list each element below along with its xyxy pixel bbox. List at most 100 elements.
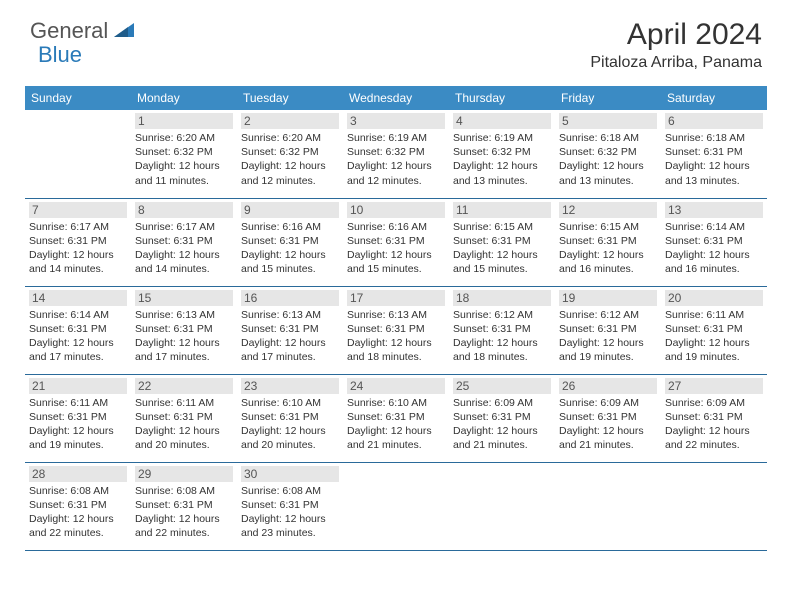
sunrise-text: Sunrise: 6:18 AM bbox=[559, 131, 657, 145]
day-number: 22 bbox=[135, 378, 233, 394]
day-cell: 26Sunrise: 6:09 AMSunset: 6:31 PMDayligh… bbox=[555, 374, 661, 462]
daylight-text-1: Daylight: 12 hours bbox=[665, 248, 763, 262]
daylight-text-1: Daylight: 12 hours bbox=[135, 159, 233, 173]
sunrise-text: Sunrise: 6:16 AM bbox=[241, 220, 339, 234]
daylight-text-1: Daylight: 12 hours bbox=[453, 248, 551, 262]
sunrise-text: Sunrise: 6:13 AM bbox=[347, 308, 445, 322]
daylight-text-2: and 14 minutes. bbox=[29, 262, 127, 276]
day-header-thursday: Thursday bbox=[449, 86, 555, 110]
sunrise-text: Sunrise: 6:17 AM bbox=[135, 220, 233, 234]
sunrise-text: Sunrise: 6:14 AM bbox=[665, 220, 763, 234]
sunset-text: Sunset: 6:31 PM bbox=[29, 234, 127, 248]
sunset-text: Sunset: 6:31 PM bbox=[559, 234, 657, 248]
day-number: 5 bbox=[559, 113, 657, 129]
day-header-monday: Monday bbox=[131, 86, 237, 110]
daylight-text-1: Daylight: 12 hours bbox=[559, 248, 657, 262]
sunset-text: Sunset: 6:32 PM bbox=[347, 145, 445, 159]
day-content: Sunrise: 6:09 AMSunset: 6:31 PMDaylight:… bbox=[559, 396, 657, 453]
sunrise-text: Sunrise: 6:14 AM bbox=[29, 308, 127, 322]
location: Pitaloza Arriba, Panama bbox=[590, 54, 762, 72]
daylight-text-1: Daylight: 12 hours bbox=[29, 336, 127, 350]
day-cell: 17Sunrise: 6:13 AMSunset: 6:31 PMDayligh… bbox=[343, 286, 449, 374]
sunset-text: Sunset: 6:31 PM bbox=[135, 410, 233, 424]
sunrise-text: Sunrise: 6:09 AM bbox=[453, 396, 551, 410]
daylight-text-1: Daylight: 12 hours bbox=[241, 248, 339, 262]
day-number: 1 bbox=[135, 113, 233, 129]
day-content: Sunrise: 6:16 AMSunset: 6:31 PMDaylight:… bbox=[241, 220, 339, 277]
day-number: 28 bbox=[29, 466, 127, 482]
sunset-text: Sunset: 6:31 PM bbox=[559, 410, 657, 424]
daylight-text-1: Daylight: 12 hours bbox=[559, 159, 657, 173]
day-number: 25 bbox=[453, 378, 551, 394]
day-number: 23 bbox=[241, 378, 339, 394]
sunrise-text: Sunrise: 6:19 AM bbox=[347, 131, 445, 145]
day-cell: 12Sunrise: 6:15 AMSunset: 6:31 PMDayligh… bbox=[555, 198, 661, 286]
daylight-text-2: and 13 minutes. bbox=[559, 174, 657, 188]
day-content: Sunrise: 6:15 AMSunset: 6:31 PMDaylight:… bbox=[559, 220, 657, 277]
day-cell: 28Sunrise: 6:08 AMSunset: 6:31 PMDayligh… bbox=[25, 462, 131, 550]
sunrise-text: Sunrise: 6:08 AM bbox=[135, 484, 233, 498]
daylight-text-2: and 12 minutes. bbox=[241, 174, 339, 188]
day-number: 8 bbox=[135, 202, 233, 218]
day-content: Sunrise: 6:20 AMSunset: 6:32 PMDaylight:… bbox=[135, 131, 233, 188]
day-number: 9 bbox=[241, 202, 339, 218]
day-content: Sunrise: 6:18 AMSunset: 6:31 PMDaylight:… bbox=[665, 131, 763, 188]
day-cell: 16Sunrise: 6:13 AMSunset: 6:31 PMDayligh… bbox=[237, 286, 343, 374]
daylight-text-1: Daylight: 12 hours bbox=[559, 424, 657, 438]
sunrise-text: Sunrise: 6:15 AM bbox=[453, 220, 551, 234]
sunrise-text: Sunrise: 6:19 AM bbox=[453, 131, 551, 145]
daylight-text-2: and 22 minutes. bbox=[135, 526, 233, 540]
sunset-text: Sunset: 6:31 PM bbox=[135, 322, 233, 336]
week-row: 21Sunrise: 6:11 AMSunset: 6:31 PMDayligh… bbox=[25, 374, 767, 462]
sunrise-text: Sunrise: 6:13 AM bbox=[241, 308, 339, 322]
day-number: 21 bbox=[29, 378, 127, 394]
daylight-text-2: and 15 minutes. bbox=[241, 262, 339, 276]
day-number: 18 bbox=[453, 290, 551, 306]
day-cell: 22Sunrise: 6:11 AMSunset: 6:31 PMDayligh… bbox=[131, 374, 237, 462]
day-cell: 13Sunrise: 6:14 AMSunset: 6:31 PMDayligh… bbox=[661, 198, 767, 286]
day-number: 10 bbox=[347, 202, 445, 218]
logo-triangle-icon bbox=[114, 21, 136, 44]
sunset-text: Sunset: 6:32 PM bbox=[559, 145, 657, 159]
sunrise-text: Sunrise: 6:17 AM bbox=[29, 220, 127, 234]
daylight-text-2: and 21 minutes. bbox=[347, 438, 445, 452]
sunset-text: Sunset: 6:32 PM bbox=[453, 145, 551, 159]
day-header-saturday: Saturday bbox=[661, 86, 767, 110]
daylight-text-1: Daylight: 12 hours bbox=[665, 336, 763, 350]
daylight-text-1: Daylight: 12 hours bbox=[135, 248, 233, 262]
day-cell: 8 Sunrise: 6:17 AMSunset: 6:31 PMDaylight… bbox=[131, 198, 237, 286]
day-header-friday: Friday bbox=[555, 86, 661, 110]
daylight-text-2: and 15 minutes. bbox=[453, 262, 551, 276]
day-number: 19 bbox=[559, 290, 657, 306]
day-header-wednesday: Wednesday bbox=[343, 86, 449, 110]
calendar-body: 1 Sunrise: 6:20 AMSunset: 6:32 PMDaylight… bbox=[25, 110, 767, 550]
day-number: 4 bbox=[453, 113, 551, 129]
calendar-table: Sunday Monday Tuesday Wednesday Thursday… bbox=[25, 86, 767, 551]
daylight-text-2: and 20 minutes. bbox=[135, 438, 233, 452]
sunset-text: Sunset: 6:31 PM bbox=[559, 322, 657, 336]
daylight-text-2: and 12 minutes. bbox=[347, 174, 445, 188]
day-content: Sunrise: 6:18 AMSunset: 6:32 PMDaylight:… bbox=[559, 131, 657, 188]
day-content: Sunrise: 6:14 AMSunset: 6:31 PMDaylight:… bbox=[29, 308, 127, 365]
day-number: 7 bbox=[29, 202, 127, 218]
day-number: 11 bbox=[453, 202, 551, 218]
sunrise-text: Sunrise: 6:10 AM bbox=[347, 396, 445, 410]
daylight-text-1: Daylight: 12 hours bbox=[347, 424, 445, 438]
sunset-text: Sunset: 6:31 PM bbox=[241, 322, 339, 336]
logo: General bbox=[30, 18, 138, 44]
day-cell: 23 Sunrise: 6:10 AMSunset: 6:31 PMDayligh… bbox=[237, 374, 343, 462]
day-number: 2 bbox=[241, 113, 339, 129]
daylight-text-1: Daylight: 12 hours bbox=[29, 248, 127, 262]
daylight-text-1: Daylight: 12 hours bbox=[559, 336, 657, 350]
day-cell: 27Sunrise: 6:09 AMSunset: 6:31 PMDayligh… bbox=[661, 374, 767, 462]
day-number: 16 bbox=[241, 290, 339, 306]
day-content: Sunrise: 6:10 AMSunset: 6:31 PMDaylight:… bbox=[241, 396, 339, 453]
daylight-text-1: Daylight: 12 hours bbox=[29, 512, 127, 526]
sunset-text: Sunset: 6:31 PM bbox=[241, 498, 339, 512]
week-row: 1 Sunrise: 6:20 AMSunset: 6:32 PMDaylight… bbox=[25, 110, 767, 198]
sunset-text: Sunset: 6:31 PM bbox=[135, 234, 233, 248]
day-cell: 11Sunrise: 6:15 AMSunset: 6:31 PMDayligh… bbox=[449, 198, 555, 286]
sunrise-text: Sunrise: 6:16 AM bbox=[347, 220, 445, 234]
sunset-text: Sunset: 6:31 PM bbox=[665, 145, 763, 159]
daylight-text-1: Daylight: 12 hours bbox=[453, 424, 551, 438]
